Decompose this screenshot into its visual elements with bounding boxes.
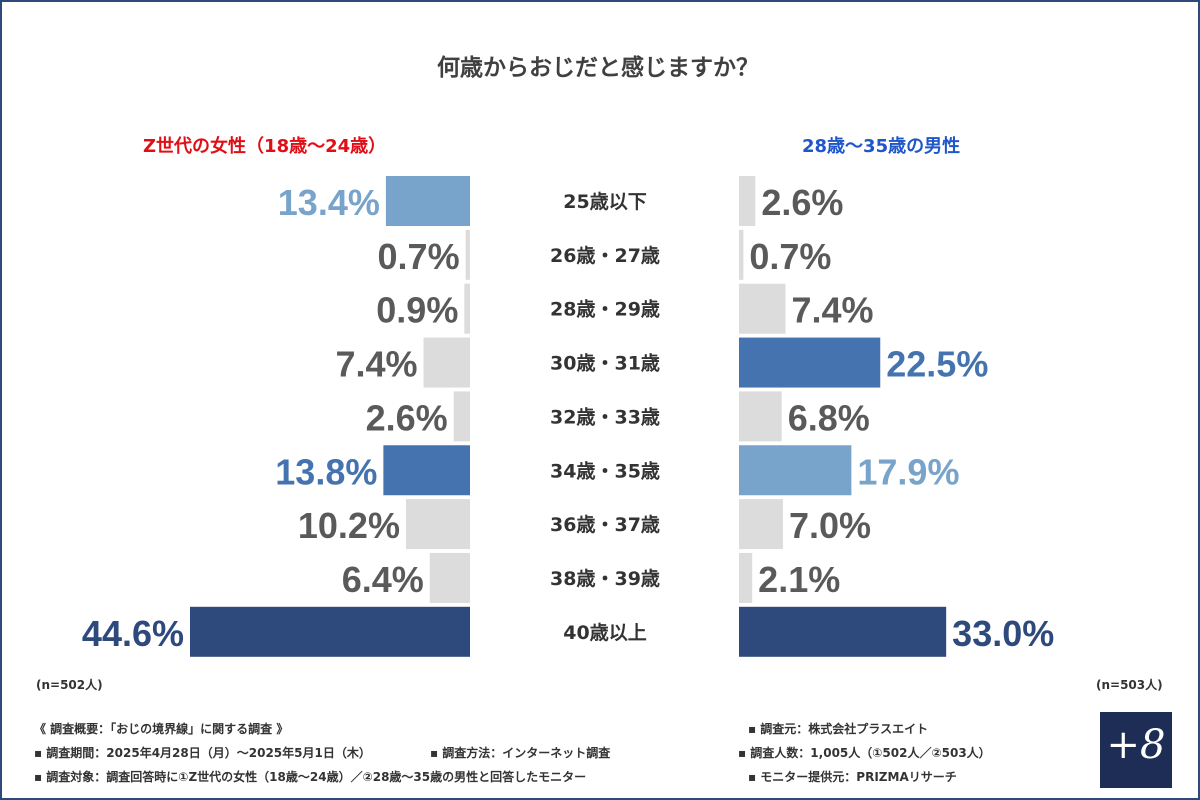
left-series-header: Z世代の女性（18歳〜24歳）	[143, 136, 387, 157]
right-series-header: 28歳〜35歳の男性	[802, 136, 961, 157]
right-value-label: 22.5%	[886, 344, 988, 385]
right-bar	[739, 445, 852, 496]
left-value-label: 10.2%	[298, 505, 400, 546]
left-bar	[405, 499, 470, 550]
category-label: 34歳・35歳	[550, 460, 660, 482]
left-value-label: 0.7%	[378, 236, 460, 277]
right-value-label: 7.4%	[791, 290, 873, 331]
right-value-label: 6.8%	[788, 397, 870, 438]
survey-period: ▪ 調査期間：2025年4月28日（月）〜2025年5月1日（木）	[34, 746, 371, 760]
monitor-provider: ▪ モニター提供元：PRIZMAリサーチ	[748, 770, 957, 784]
left-value-label: 0.9%	[376, 290, 458, 331]
right-value-label: 17.9%	[857, 451, 959, 492]
right-bar	[739, 552, 753, 603]
right-value-label: 2.6%	[761, 182, 843, 223]
left-value-label: 7.4%	[335, 344, 417, 385]
category-label: 26歳・27歳	[550, 245, 660, 267]
survey-count: ▪ 調査人数：1,005人（①502人／②503人）	[738, 746, 991, 760]
survey-source: ▪ 調査元：株式会社プラスエイト	[748, 722, 929, 736]
left-bar	[465, 229, 470, 280]
right-bar	[739, 337, 881, 388]
left-value-label: 13.8%	[275, 451, 377, 492]
left-value-label: 6.4%	[342, 559, 424, 600]
right-value-label: 0.7%	[749, 236, 831, 277]
right-bar	[739, 176, 756, 226]
category-label: 40歳以上	[563, 622, 646, 644]
left-bar	[429, 552, 470, 603]
right-bar	[739, 391, 782, 442]
right-value-label: 33.0%	[952, 613, 1054, 654]
left-value-label: 44.6%	[82, 613, 184, 654]
right-bar	[739, 499, 783, 550]
category-label: 30歳・31歳	[550, 353, 660, 375]
right-bar	[739, 283, 786, 334]
survey-overview: 《 調査概要：「おじの境界線」に関する調査 》	[34, 722, 289, 736]
left-bar	[464, 283, 470, 334]
category-label: 28歳・29歳	[550, 299, 660, 321]
right-value-label: 2.1%	[758, 559, 840, 600]
category-label: 36歳・37歳	[550, 514, 660, 536]
survey-method: ▪ 調査方法：インターネット調査	[430, 746, 611, 760]
left-value-label: 13.4%	[278, 182, 380, 223]
right-value-label: 7.0%	[789, 505, 871, 546]
left-sample-size: (n=502人)	[36, 678, 103, 692]
survey-target: ▪ 調査対象：調査回答時に①Z世代の女性（18歳〜24歳）／②28歳〜35歳の男…	[34, 770, 587, 784]
left-bar	[453, 391, 470, 442]
left-bar	[385, 176, 470, 226]
left-value-label: 2.6%	[366, 397, 448, 438]
right-bar	[739, 229, 744, 280]
category-label: 25歳以下	[563, 191, 646, 213]
left-bar	[190, 606, 470, 657]
left-bar	[423, 337, 470, 388]
right-bar	[739, 606, 947, 657]
chart-title: 何歳からおじだと感じますか？	[437, 55, 759, 81]
category-label: 32歳・33歳	[550, 406, 660, 428]
plus-eight-logo: +8	[1100, 712, 1172, 788]
left-bar	[383, 445, 470, 496]
right-sample-size: (n=503人)	[1096, 678, 1163, 692]
category-label: 38歳・39歳	[550, 568, 660, 590]
logo-text: +8	[1106, 722, 1166, 768]
